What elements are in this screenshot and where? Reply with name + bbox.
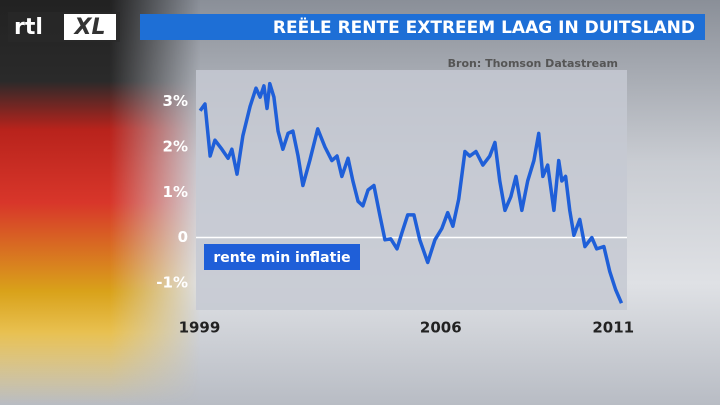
y-tick-label: -1% <box>156 273 188 291</box>
legend-label: rente min inflatie <box>213 250 350 266</box>
title-bar <box>140 14 705 40</box>
x-tick-label: 1999 <box>179 319 221 337</box>
y-tick-label: 1% <box>163 183 188 201</box>
legend-box <box>204 244 360 270</box>
logo-rtl: rtl <box>14 15 43 40</box>
plot-area <box>196 70 627 310</box>
y-tick-label: 0 <box>178 228 188 246</box>
x-tick-label: 2011 <box>592 319 634 337</box>
chart-title: REËLE RENTE EXTREEM LAAG IN DUITSLAND <box>273 16 695 38</box>
y-tick-label: 2% <box>163 137 188 155</box>
source: Bron: Thomson Datastream <box>448 57 618 70</box>
logo-xl-box <box>64 14 116 40</box>
flag-background <box>0 0 200 405</box>
line <box>198 81 624 304</box>
y-tick-label: 3% <box>163 92 188 110</box>
logo-xl: XL <box>73 15 106 40</box>
x-tick-label: 2006 <box>420 319 462 337</box>
